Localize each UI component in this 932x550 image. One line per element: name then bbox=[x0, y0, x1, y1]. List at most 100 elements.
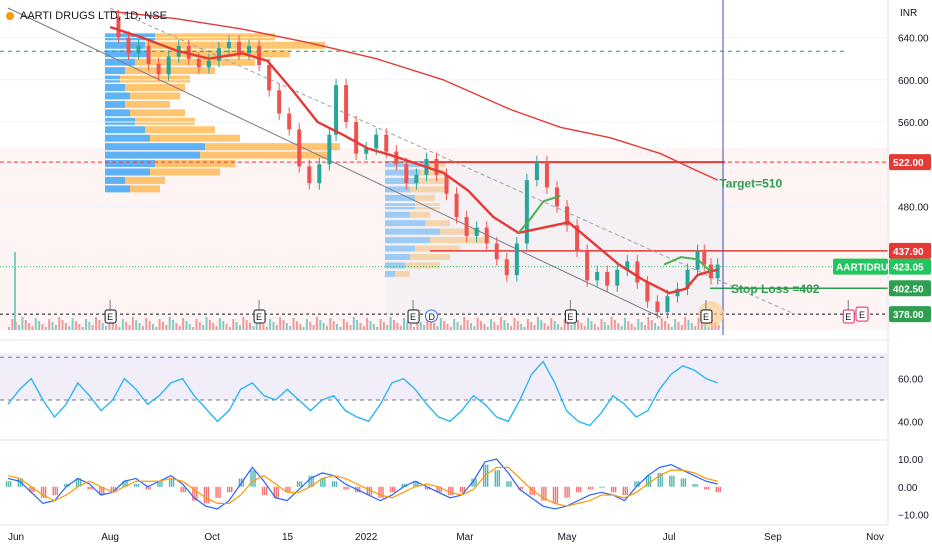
profile-buy bbox=[105, 84, 125, 92]
volume-bar bbox=[165, 325, 168, 330]
volume-bar bbox=[265, 327, 268, 330]
macd-hist-bar bbox=[486, 464, 489, 487]
candle-body bbox=[116, 16, 121, 38]
volume-bar bbox=[607, 325, 610, 330]
volume-bar bbox=[51, 322, 54, 330]
volume-bar bbox=[259, 321, 262, 330]
macd-hist-bar bbox=[568, 486, 570, 498]
volume-bar bbox=[670, 327, 673, 330]
candle-body bbox=[156, 63, 161, 75]
volume-bar bbox=[232, 319, 235, 330]
candle-body bbox=[675, 288, 680, 297]
volume-bar bbox=[138, 323, 141, 330]
volume-bar bbox=[413, 327, 416, 330]
volume-bar bbox=[41, 324, 44, 330]
volume-bar bbox=[563, 319, 566, 330]
earnings-label: E bbox=[567, 312, 573, 322]
macd-hist-bar bbox=[64, 484, 66, 487]
price-tag bbox=[889, 242, 931, 259]
macd-hist-bar bbox=[122, 481, 124, 487]
volume-bar bbox=[617, 323, 620, 330]
macd-hist-bar bbox=[89, 486, 91, 490]
price-tag-label: 522.00 bbox=[893, 158, 924, 169]
macd-hist-bar bbox=[393, 486, 396, 493]
macd-hist-bar bbox=[415, 481, 417, 487]
volume-bar bbox=[633, 327, 636, 330]
candle-body bbox=[247, 46, 252, 54]
macd-hist-bar bbox=[378, 486, 380, 498]
volume-bar bbox=[580, 323, 583, 330]
macd-hist-bar bbox=[580, 486, 582, 493]
volume-bar bbox=[717, 325, 720, 330]
macd-hist-bar bbox=[366, 486, 369, 496]
macd-hist-bar bbox=[203, 486, 206, 504]
price-tick-label: 480.00 bbox=[898, 202, 929, 213]
earnings-icon bbox=[564, 309, 577, 324]
macd-hist-bar bbox=[324, 478, 326, 487]
macd-hist-bar bbox=[708, 486, 710, 490]
volume-bar bbox=[436, 326, 439, 330]
volume-bar bbox=[506, 323, 509, 330]
macd-hist-bar bbox=[77, 478, 80, 487]
price-axis[interactable]: 640.00 600.00 560.00 480.00 60.00 40.00 10.00 0… bbox=[898, 34, 929, 522]
candle-body bbox=[514, 243, 519, 276]
profile-sell bbox=[130, 109, 185, 117]
volume-bar bbox=[510, 326, 513, 330]
macd-hist-bar bbox=[33, 486, 35, 493]
profile-buy bbox=[105, 185, 130, 193]
volume-bar bbox=[433, 323, 436, 330]
volume-bar bbox=[98, 320, 101, 330]
candle-body bbox=[344, 85, 349, 123]
macd-hist-bar bbox=[591, 486, 594, 490]
macd-hist-bar bbox=[482, 464, 485, 487]
macd-hist-bar bbox=[133, 484, 136, 487]
macd-hist-bar bbox=[436, 486, 438, 493]
volume-bar bbox=[500, 317, 503, 330]
volume-bar bbox=[131, 317, 134, 330]
candle-body bbox=[702, 250, 707, 265]
macd-hist-bar bbox=[227, 486, 229, 493]
macd-hist-bar bbox=[42, 486, 45, 498]
macd-hist-bar bbox=[587, 486, 590, 490]
macd-hist-bar bbox=[219, 486, 221, 498]
candle-body bbox=[474, 227, 479, 237]
macd-hist-bar bbox=[300, 481, 303, 487]
macd-hist-bar bbox=[452, 486, 454, 496]
profile-sell bbox=[125, 84, 185, 92]
volume-bar bbox=[172, 320, 175, 330]
volume-bar bbox=[108, 318, 111, 330]
event-markers: E E E E E ED bbox=[104, 300, 855, 324]
macd-hist-bar bbox=[717, 486, 720, 493]
macd-hist-bar bbox=[545, 486, 547, 501]
volume-bar bbox=[389, 317, 392, 330]
price-tag-label: 378.00 bbox=[893, 310, 924, 321]
candle-body bbox=[166, 56, 171, 75]
profile-sell bbox=[405, 262, 440, 269]
volume-bar bbox=[386, 325, 389, 330]
trend-lines bbox=[7, 7, 795, 318]
time-tick-label: 2022 bbox=[355, 532, 378, 543]
price-tick-label: 640.00 bbox=[898, 34, 929, 45]
macd-hist-bar bbox=[694, 484, 696, 487]
earnings-label: E bbox=[107, 312, 113, 322]
time-axis[interactable]: Jun Aug Oct 15 2022 Mar May Jul Sep Nov bbox=[8, 532, 884, 543]
profile-sell bbox=[410, 211, 430, 218]
macd-hist-bar bbox=[634, 481, 636, 487]
earnings-icon bbox=[253, 309, 266, 324]
volume-bar bbox=[279, 317, 282, 330]
volume-bar bbox=[158, 319, 161, 330]
macd-hist-bar bbox=[543, 486, 545, 501]
macd-hist-bar bbox=[519, 486, 522, 490]
volume-bar bbox=[613, 320, 616, 330]
earnings-label: E bbox=[410, 312, 416, 322]
macd-hist-bar bbox=[135, 484, 138, 487]
profile-buy bbox=[385, 253, 410, 260]
last-price-tag bbox=[889, 258, 931, 275]
symbol-tag bbox=[833, 258, 888, 275]
macd-hist-bar bbox=[541, 486, 543, 501]
volume-bar bbox=[610, 317, 613, 330]
volume-bar bbox=[359, 323, 362, 330]
profile-sell bbox=[130, 185, 160, 193]
candle-body bbox=[297, 129, 302, 167]
